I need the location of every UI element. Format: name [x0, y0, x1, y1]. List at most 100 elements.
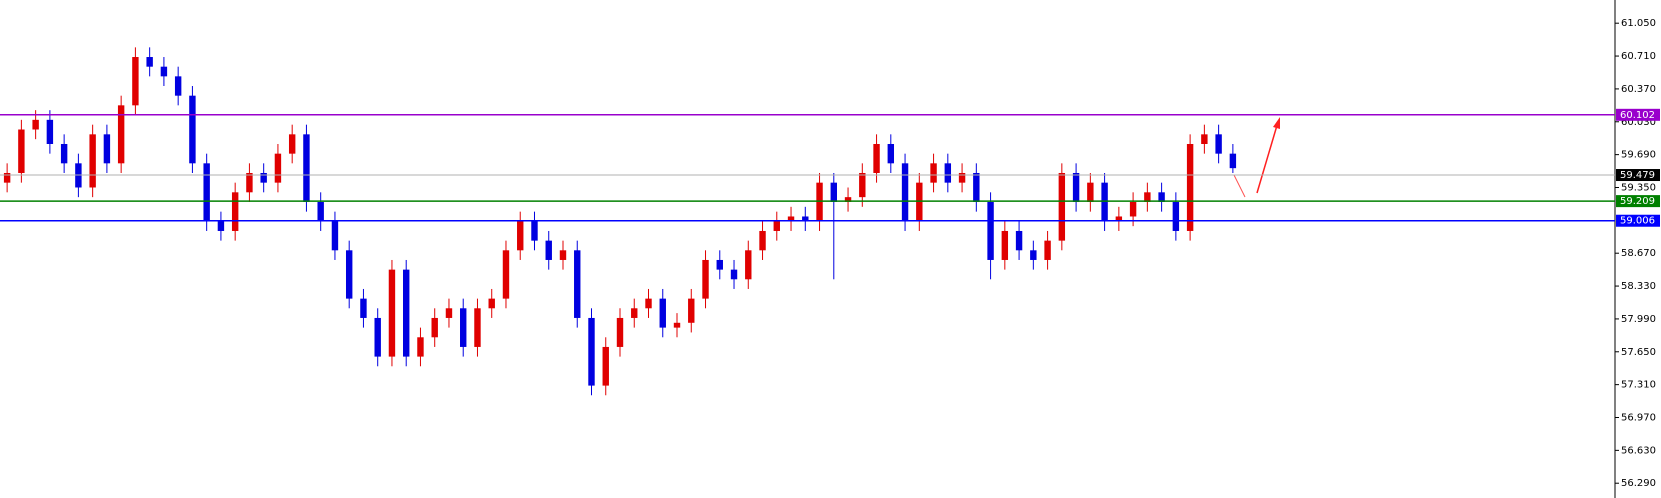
- candle-body: [1215, 134, 1222, 154]
- y-tick-label: 59.690: [1621, 150, 1656, 161]
- candle-body: [374, 317, 381, 357]
- candle-body: [32, 119, 39, 130]
- candle-body: [973, 172, 980, 202]
- candle-body: [1072, 172, 1080, 202]
- candle-body: [274, 153, 282, 183]
- candle-body: [360, 298, 367, 318]
- candle-body: [631, 308, 638, 318]
- candle-body: [417, 337, 424, 357]
- candle-body: [958, 172, 966, 183]
- candle-body: [1129, 201, 1137, 217]
- candle-body: [474, 308, 481, 347]
- candle-body: [1058, 172, 1066, 241]
- level-label-bg: [1616, 195, 1660, 208]
- candle-body: [189, 95, 196, 164]
- y-tick-label: 57.990: [1621, 314, 1656, 325]
- candle-body: [830, 182, 837, 202]
- y-tick-label: 60.030: [1621, 117, 1656, 128]
- candle-body: [1172, 201, 1180, 231]
- y-tick-label: 56.970: [1621, 412, 1656, 423]
- candle-body: [231, 192, 239, 231]
- candle-body: [716, 259, 723, 270]
- candle-body: [987, 201, 994, 260]
- candle-body: [702, 259, 709, 299]
- candle-body: [260, 172, 267, 183]
- candle-body: [773, 221, 780, 231]
- y-tick-label: 58.330: [1621, 281, 1656, 292]
- candle-body: [203, 163, 210, 222]
- candle-body: [460, 308, 467, 347]
- candle-body: [730, 269, 738, 280]
- candle-body: [403, 269, 410, 357]
- candle-body: [1229, 153, 1237, 169]
- candle-body: [89, 134, 96, 188]
- candle-body: [916, 182, 923, 222]
- candle-body: [759, 230, 766, 251]
- candle-body: [816, 182, 823, 222]
- candle-body: [146, 57, 153, 67]
- candle-body: [317, 201, 324, 222]
- y-tick-label: 57.310: [1621, 380, 1656, 391]
- y-tick-label: 59.350: [1621, 182, 1656, 193]
- candle-body: [545, 240, 552, 260]
- y-tick-label: 56.290: [1621, 478, 1656, 489]
- candle-body: [901, 163, 909, 222]
- candle-body: [431, 317, 438, 338]
- candle-body: [859, 172, 866, 198]
- candle-body: [873, 143, 880, 173]
- candle-body: [1044, 240, 1051, 260]
- candle-body: [18, 129, 25, 173]
- candle-body: [944, 163, 952, 183]
- candle-body: [132, 57, 139, 106]
- candle-body: [160, 66, 168, 77]
- candle-body: [217, 221, 225, 231]
- y-tick-label: 58.670: [1621, 248, 1656, 259]
- candle-body: [174, 76, 182, 96]
- candle-body: [288, 134, 296, 154]
- candle-body: [103, 134, 111, 164]
- candle-body: [502, 250, 510, 299]
- candle-body: [331, 221, 339, 251]
- candle-body: [673, 322, 681, 328]
- candle-body: [930, 163, 937, 183]
- level-label: 59.479: [1620, 170, 1655, 181]
- candle-body: [1201, 134, 1208, 144]
- candle-body: [46, 119, 54, 144]
- level-label: 60.102: [1620, 110, 1655, 121]
- candle-body: [616, 317, 624, 347]
- candle-body: [1087, 182, 1094, 202]
- candle-body: [388, 269, 396, 357]
- candle-body: [1115, 216, 1123, 222]
- y-tick-label: 60.710: [1621, 51, 1656, 62]
- candle-body: [1001, 230, 1009, 260]
- level-label: 59.006: [1620, 216, 1655, 227]
- candle-body: [517, 221, 524, 251]
- candle-body: [1015, 230, 1023, 251]
- candle-body: [60, 143, 68, 164]
- candle-body: [559, 250, 567, 260]
- candle-body: [3, 172, 11, 183]
- candle-body: [345, 250, 353, 299]
- candle-body: [488, 298, 495, 309]
- level-label-bg: [1616, 169, 1660, 182]
- candle-body: [1158, 192, 1165, 202]
- candle-body: [645, 298, 652, 309]
- candle-body: [574, 250, 581, 318]
- candle-body: [246, 172, 253, 193]
- y-tick-label: 61.050: [1621, 18, 1656, 29]
- y-tick-label: 57.650: [1621, 347, 1656, 358]
- candle-body: [802, 216, 809, 222]
- candle-body: [531, 221, 538, 241]
- level-label-bg: [1616, 108, 1660, 121]
- candle-body: [745, 250, 752, 280]
- candle-body: [1101, 182, 1108, 222]
- candle-body: [844, 197, 852, 202]
- y-tick-label: 56.630: [1621, 445, 1656, 456]
- candle-body: [787, 216, 795, 222]
- level-label-bg: [1616, 214, 1660, 227]
- candle-body: [588, 317, 595, 386]
- candle-body: [117, 105, 125, 164]
- level-label: 59.209: [1620, 196, 1655, 207]
